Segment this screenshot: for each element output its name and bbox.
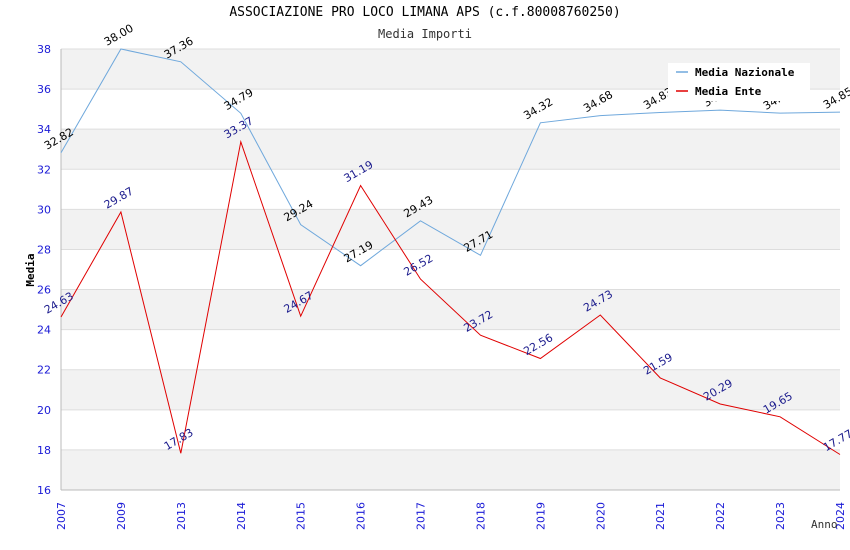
grid-lines [61, 48, 840, 491]
x-tick-label: 2020 [594, 502, 607, 530]
x-tick-label: 2016 [355, 502, 368, 530]
x-tick-label: 2018 [474, 502, 487, 530]
chart-title: ASSOCIAZIONE PRO LOCO LIMANA APS (c.f.80… [229, 5, 621, 20]
grid-band [61, 449, 840, 490]
series-lines [60, 48, 841, 455]
grid-bands [61, 49, 840, 490]
y-axis-title: Media [24, 253, 37, 286]
data-label: 29.87 [102, 185, 136, 212]
y-tick-label: 36 [37, 83, 51, 96]
y-tick-label: 30 [37, 203, 51, 216]
y-tick-label: 26 [37, 284, 51, 297]
legend: Media Nazionale Media Ente [668, 63, 810, 101]
x-tick-label: 2024 [834, 502, 847, 530]
data-label: 34.68 [581, 88, 615, 115]
x-tick-label: 2007 [55, 502, 68, 530]
x-tick-label: 2015 [295, 502, 308, 530]
x-tick-label: 2013 [175, 502, 188, 530]
axes [60, 49, 840, 491]
y-axis-ticks: 16 18 20 22 24 26 28 30 32 34 36 38 [37, 43, 51, 497]
y-tick-label: 22 [37, 364, 51, 377]
grid-band [61, 209, 840, 250]
x-tick-label: 2009 [115, 502, 128, 530]
x-tick-label: 2021 [654, 502, 667, 530]
x-tick-label: 2014 [235, 502, 248, 530]
data-label: 26.52 [402, 252, 436, 279]
x-tick-label: 2019 [534, 502, 547, 530]
data-label: 34.79 [222, 86, 256, 113]
y-tick-label: 32 [37, 163, 51, 176]
series-line-media-ente [60, 139, 841, 455]
chart-subtitle: Media Importi [378, 27, 472, 41]
x-axis-title: Anno [811, 518, 838, 531]
x-axis-ticks: 2007 2009 2013 2014 2015 2016 2017 2018 2019 2020… [55, 502, 847, 530]
x-tick-label: 2022 [714, 502, 727, 530]
legend-entry: Media Ente [695, 85, 762, 98]
legend-box [668, 63, 810, 101]
x-tick-label: 2017 [415, 502, 428, 530]
y-tick-label: 24 [37, 324, 51, 337]
y-tick-label: 34 [37, 123, 51, 136]
y-tick-label: 18 [37, 444, 51, 457]
data-label: 17.83 [162, 426, 196, 453]
grid-band [61, 289, 840, 330]
data-label: 38.00 [102, 22, 136, 49]
y-tick-label: 20 [37, 404, 51, 417]
y-tick-label: 38 [37, 43, 51, 56]
series-line-media-nazionale [60, 48, 841, 267]
x-tick-label: 2023 [774, 502, 787, 530]
y-tick-label: 16 [37, 484, 51, 497]
grid-band [61, 129, 840, 170]
data-label: 34.32 [521, 95, 555, 122]
data-label: 22.56 [521, 331, 555, 358]
y-tick-label: 28 [37, 243, 51, 256]
legend-entry: Media Nazionale [695, 66, 795, 79]
